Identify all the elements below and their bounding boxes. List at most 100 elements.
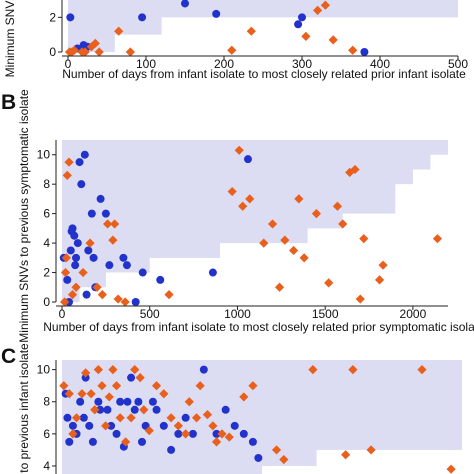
x-tick-label: 200: [214, 57, 234, 71]
orange-point: [234, 145, 244, 155]
orange-point: [78, 267, 88, 278]
orange-point: [108, 235, 118, 245]
blue-point: [101, 209, 110, 218]
y-tick-label: 4: [43, 236, 50, 250]
blue-point: [116, 397, 125, 406]
x-tick-label: 500: [140, 307, 160, 321]
blue-point: [112, 429, 121, 438]
blue-point: [70, 231, 79, 240]
blue-point: [138, 268, 147, 277]
blue-point: [85, 421, 94, 430]
orange-point: [191, 413, 202, 423]
orange-point: [267, 219, 278, 229]
orange-point: [104, 392, 114, 402]
orange-point: [130, 365, 140, 375]
orange-point: [359, 234, 369, 244]
orange-point: [299, 253, 309, 263]
blue-point: [248, 437, 257, 446]
orange-point: [62, 170, 72, 180]
orange-point: [271, 445, 282, 455]
blue-point: [159, 421, 168, 430]
orange-point: [227, 45, 237, 55]
blue-point: [75, 158, 84, 167]
orange-point: [67, 290, 78, 300]
orange-point: [279, 454, 289, 465]
orange-point: [139, 405, 149, 415]
orange-point: [93, 365, 103, 375]
orange-point: [69, 45, 79, 55]
blue-point: [360, 48, 369, 56]
blue-point: [221, 405, 230, 414]
panel-a-xlabel: Number of days from infant isolate to mo…: [62, 67, 466, 81]
blue-point: [156, 275, 165, 284]
orange-point: [97, 290, 107, 300]
orange-point: [126, 413, 136, 423]
orange-point: [64, 157, 74, 167]
blue-point: [68, 421, 77, 430]
blue-point: [131, 298, 140, 306]
orange-point: [184, 397, 194, 407]
blue-point: [76, 397, 85, 406]
orange-point: [115, 413, 125, 423]
blue-point: [298, 13, 306, 22]
orange-point: [280, 235, 290, 245]
orange-point: [101, 421, 111, 431]
blue-point: [96, 194, 105, 203]
orange-point: [350, 164, 360, 175]
shaded-band: [62, 140, 448, 302]
orange-point: [355, 294, 365, 304]
blue-point: [212, 429, 221, 438]
orange-point: [289, 245, 299, 256]
orange-point: [294, 194, 304, 204]
blue-point: [63, 275, 72, 284]
blue-point: [89, 253, 98, 262]
y-tick-label: 2: [49, 10, 56, 24]
panel-c-points: [59, 365, 456, 474]
orange-point: [113, 294, 123, 304]
panel-letter-c: C: [1, 345, 16, 368]
x-tick-label: 1000: [224, 307, 251, 321]
orange-point: [144, 426, 154, 436]
orange-point: [366, 445, 376, 455]
blue-point: [239, 429, 248, 438]
orange-point: [60, 267, 71, 278]
blue-point: [134, 397, 143, 406]
blue-point: [119, 253, 128, 262]
orange-point: [248, 381, 258, 391]
blue-point: [138, 437, 146, 446]
blue-point: [138, 13, 147, 22]
panel-a-axes: 0 2 0 100 200 300 400 500: [49, 0, 468, 71]
orange-point: [64, 389, 74, 399]
orange-point: [120, 297, 130, 307]
orange-point: [77, 389, 87, 399]
orange-point: [217, 429, 227, 439]
blue-point: [73, 239, 82, 248]
panel-c-band: [62, 360, 462, 474]
panel-a-ylabel: Minimum SNVs: [3, 0, 17, 77]
x-tick-label: 1500: [312, 307, 339, 321]
orange-point: [166, 413, 176, 423]
orange-point: [374, 275, 385, 285]
shaded-band: [62, 360, 462, 474]
orange-point: [239, 392, 249, 402]
x-tick-label: 300: [292, 57, 312, 71]
y-tick-label: 0: [43, 295, 50, 309]
orange-point: [245, 194, 255, 204]
orange-point: [68, 429, 78, 439]
orange-point: [208, 421, 218, 431]
blue-point: [77, 180, 86, 189]
orange-point: [135, 373, 145, 383]
blue-point: [152, 405, 161, 414]
orange-point: [195, 381, 205, 391]
orange-point: [341, 450, 351, 460]
blue-point: [84, 246, 93, 255]
blue-point: [199, 365, 208, 374]
blue-point: [66, 13, 75, 22]
x-tick-label: 100: [136, 57, 156, 71]
orange-point: [417, 365, 427, 375]
blue-point: [181, 0, 189, 8]
panel-b-points: [59, 145, 443, 307]
orange-point: [94, 47, 104, 57]
blue-point: [127, 373, 136, 382]
